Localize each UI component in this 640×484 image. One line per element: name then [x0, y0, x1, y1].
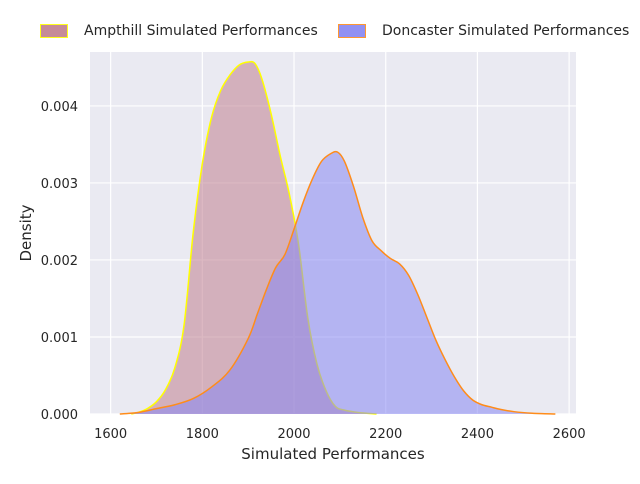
x-tick-label: 2200	[369, 427, 402, 442]
x-tick-label: 2600	[553, 427, 586, 442]
x-axis-label: Simulated Performances	[241, 445, 425, 463]
density-area-ampthill	[131, 61, 377, 415]
y-tick-label: 0.004	[41, 100, 78, 115]
legend-label-doncaster: Doncaster Simulated Performances	[382, 23, 630, 39]
y-tick-label: 0.003	[41, 177, 78, 192]
density-area-doncaster	[119, 151, 556, 415]
legend-item-doncaster: Doncaster Simulated Performances	[338, 20, 629, 42]
y-tick-label: 0.001	[41, 331, 78, 346]
legend-label-ampthill: Ampthill Simulated Performances	[84, 23, 318, 39]
x-tick-label: 2000	[277, 427, 310, 442]
y-axis-label: Density	[17, 204, 35, 261]
axis-ticks: 1600 1800 2000 2200 2400 2600 0.000 0.001 0.002 0…	[41, 100, 586, 442]
y-tick-label: 0.000	[41, 408, 78, 423]
x-tick-label: 1800	[186, 427, 219, 442]
legend: Ampthill Simulated Performances Doncaste…	[0, 20, 640, 42]
legend-item-ampthill: Ampthill Simulated Performances	[40, 20, 318, 42]
legend-swatch-ampthill	[40, 24, 68, 38]
legend-swatch-doncaster	[338, 24, 366, 38]
y-tick-label: 0.002	[41, 254, 78, 269]
density-curves	[119, 60, 556, 415]
x-tick-label: 1600	[94, 427, 127, 442]
density-line-doncaster	[119, 150, 556, 415]
x-tick-label: 2400	[461, 427, 494, 442]
